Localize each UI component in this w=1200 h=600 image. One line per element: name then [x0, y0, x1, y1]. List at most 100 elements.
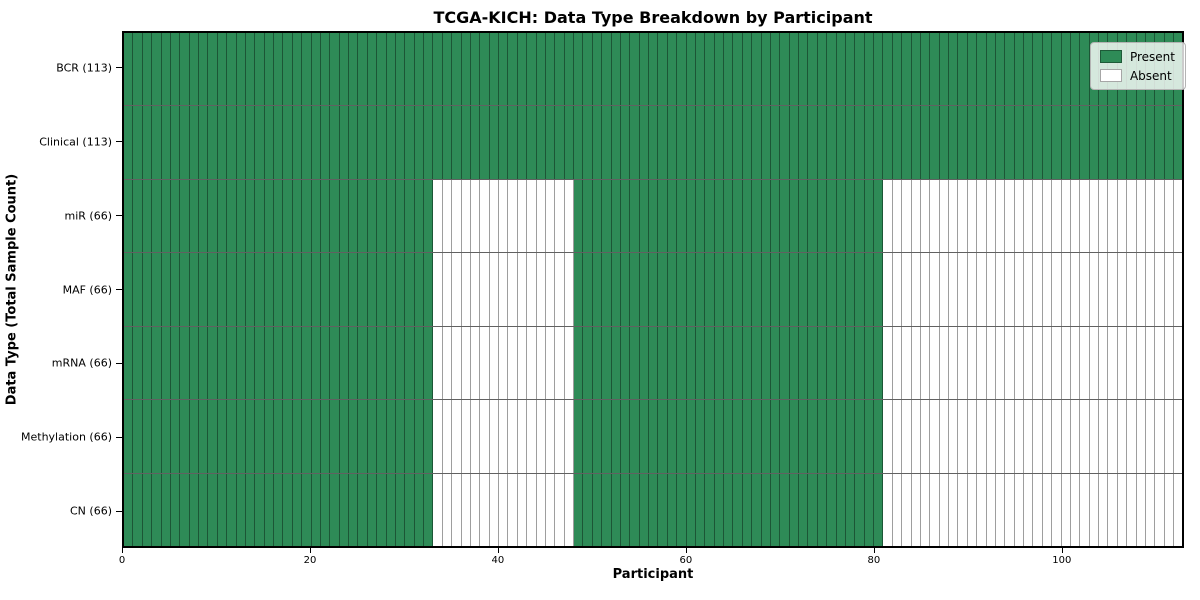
absent-cell — [892, 400, 903, 473]
present-cell — [799, 326, 809, 400]
absent-cell — [1024, 400, 1034, 473]
present-cell — [808, 326, 818, 400]
present-cell — [592, 33, 603, 106]
present-cell — [752, 400, 762, 473]
present-cell — [217, 326, 228, 400]
present-cell — [677, 400, 687, 473]
present-cell — [724, 179, 734, 253]
present-cell — [358, 473, 368, 546]
present-cell — [358, 253, 368, 326]
absent-cell — [545, 253, 556, 326]
present-cell — [208, 106, 218, 179]
present-cell — [1042, 33, 1053, 106]
absent-cell — [489, 179, 499, 253]
present-cell — [170, 473, 181, 546]
absent-cell — [911, 473, 921, 546]
present-cell — [245, 179, 256, 253]
absent-cell — [1089, 253, 1099, 326]
y-tick-mark — [116, 362, 122, 364]
y-tick-label: Clinical (113) — [39, 135, 112, 149]
present-cell — [274, 473, 284, 546]
present-cell — [714, 106, 724, 179]
present-cell — [320, 33, 331, 106]
present-cell — [583, 253, 593, 326]
absent-cell — [1080, 400, 1090, 473]
present-cell — [639, 400, 649, 473]
absent-cell — [1042, 253, 1053, 326]
present-cell — [789, 326, 799, 400]
present-cell — [592, 473, 603, 546]
present-cell — [836, 473, 846, 546]
present-cell — [142, 400, 153, 473]
present-cell — [564, 106, 574, 179]
present-cell — [349, 400, 359, 473]
present-cell — [686, 106, 696, 179]
present-cell — [367, 33, 378, 106]
present-cell — [161, 106, 171, 179]
present-cell — [780, 253, 790, 326]
present-cell — [864, 179, 874, 253]
present-cell — [724, 33, 734, 106]
present-cell — [320, 106, 331, 179]
present-cell — [424, 400, 434, 473]
present-cell — [1052, 33, 1062, 106]
present-cell — [667, 473, 678, 546]
absent-cell — [1014, 326, 1024, 400]
present-cell — [227, 326, 237, 400]
present-cell — [470, 33, 481, 106]
present-cell — [367, 326, 378, 400]
absent-cell — [1136, 179, 1146, 253]
present-cell — [424, 253, 434, 326]
present-cell — [227, 400, 237, 473]
absent-cell — [967, 400, 978, 473]
absent-cell — [977, 473, 987, 546]
present-cell — [292, 473, 303, 546]
present-cell — [180, 179, 190, 253]
present-cell — [152, 326, 162, 400]
present-cell — [658, 326, 668, 400]
absent-cell — [939, 400, 949, 473]
y-tick-mark — [116, 215, 122, 217]
absent-cell — [930, 326, 940, 400]
absent-cell — [1136, 253, 1146, 326]
present-cell — [161, 473, 171, 546]
present-cell — [714, 179, 724, 253]
present-cell — [377, 400, 387, 473]
present-cell — [789, 253, 799, 326]
absent-cell — [499, 253, 509, 326]
absent-cell — [892, 326, 903, 400]
present-cell — [592, 326, 603, 400]
present-cell — [686, 179, 696, 253]
present-cell — [358, 326, 368, 400]
absent-cell — [517, 179, 528, 253]
y-tick-label: miR (66) — [64, 209, 113, 223]
present-cell — [611, 326, 621, 400]
present-cell — [855, 106, 865, 179]
absent-cell — [433, 400, 443, 473]
absent-cell — [564, 179, 574, 253]
present-cell — [724, 253, 734, 326]
present-cell — [292, 326, 303, 400]
present-cell — [124, 33, 134, 106]
heatmap-row — [124, 473, 1183, 546]
present-cell — [377, 106, 387, 179]
present-cell — [461, 33, 471, 106]
present-cell — [686, 253, 696, 326]
absent-cell — [499, 326, 509, 400]
absent-cell — [986, 179, 996, 253]
present-cell — [358, 33, 368, 106]
present-cell — [264, 179, 274, 253]
present-cell — [574, 253, 584, 326]
present-cell — [724, 106, 734, 179]
present-cell — [686, 400, 696, 473]
present-cell — [236, 179, 246, 253]
present-cell — [424, 473, 434, 546]
present-cell — [789, 179, 799, 253]
absent-cell — [1117, 326, 1128, 400]
absent-cell — [939, 326, 949, 400]
absent-cell — [555, 179, 565, 253]
present-cell — [770, 326, 781, 400]
present-cell — [836, 106, 846, 179]
absent-cell — [517, 326, 528, 400]
present-cell — [930, 106, 940, 179]
